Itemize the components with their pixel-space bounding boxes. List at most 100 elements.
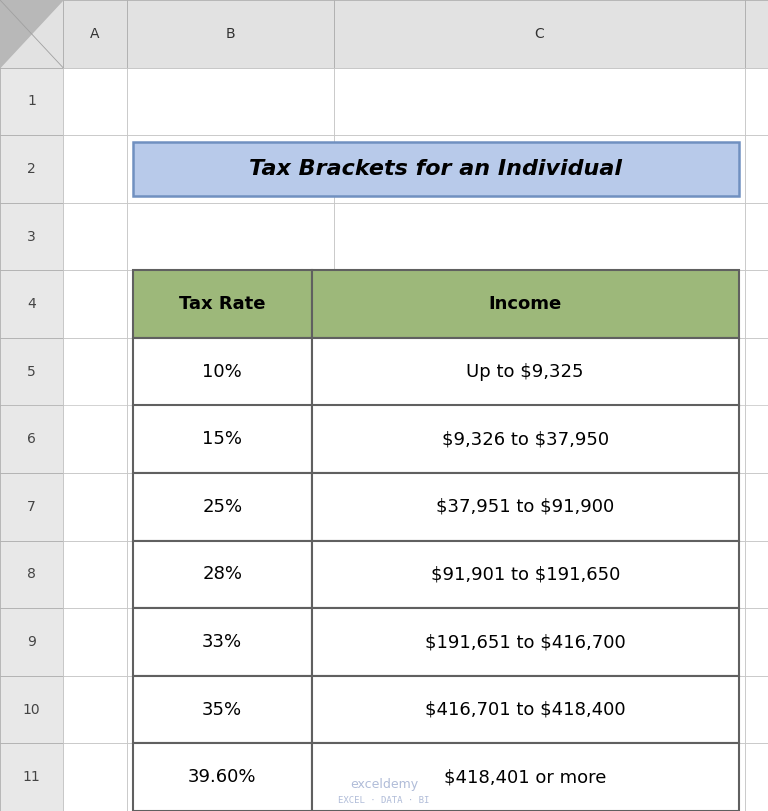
Bar	[63, 473, 127, 541]
Bar	[127, 338, 334, 406]
Bar	[745, 270, 768, 338]
Bar	[0, 473, 63, 541]
Bar	[745, 541, 768, 608]
Bar	[334, 0, 745, 67]
Bar	[312, 608, 739, 676]
Text: 9: 9	[27, 635, 36, 649]
Bar	[127, 676, 334, 744]
Bar	[334, 135, 745, 203]
Bar	[133, 406, 312, 473]
Bar	[127, 203, 334, 270]
Bar	[0, 270, 63, 338]
Bar	[312, 676, 739, 744]
Bar	[745, 0, 768, 67]
Bar	[745, 744, 768, 811]
Bar	[745, 338, 768, 406]
Bar	[0, 135, 63, 203]
Text: 1: 1	[27, 94, 36, 109]
Text: \$91,901 to \$191,650: \$91,901 to \$191,650	[431, 565, 620, 583]
Text: 3: 3	[27, 230, 36, 243]
Bar	[127, 744, 334, 811]
Text: 7: 7	[27, 500, 36, 514]
Text: 10%: 10%	[202, 363, 242, 380]
Text: 28%: 28%	[202, 565, 242, 583]
Bar	[745, 135, 768, 203]
Text: 6: 6	[27, 432, 36, 446]
Bar	[0, 608, 63, 676]
Bar	[63, 406, 127, 473]
Text: 8: 8	[27, 568, 36, 581]
Bar	[334, 338, 745, 406]
Text: \$418,401 or more: \$418,401 or more	[444, 768, 607, 786]
Bar	[63, 203, 127, 270]
Bar	[745, 608, 768, 676]
Bar	[334, 406, 745, 473]
Bar	[127, 406, 334, 473]
Bar	[334, 608, 745, 676]
Text: \$9,326 to \$37,950: \$9,326 to \$37,950	[442, 431, 609, 448]
Bar	[312, 270, 739, 338]
Bar	[0, 406, 63, 473]
Bar	[0, 744, 63, 811]
Bar	[63, 744, 127, 811]
Bar	[745, 676, 768, 744]
Text: \$37,951 to \$91,900: \$37,951 to \$91,900	[436, 498, 614, 516]
Text: 2: 2	[27, 162, 36, 176]
Text: 4: 4	[27, 297, 36, 311]
Bar	[63, 676, 127, 744]
Bar	[0, 541, 63, 608]
Bar	[745, 406, 768, 473]
Bar	[127, 270, 334, 338]
Bar	[133, 676, 312, 744]
Bar	[133, 338, 312, 406]
Polygon shape	[0, 0, 63, 67]
Bar	[127, 135, 334, 203]
Text: A: A	[90, 27, 100, 41]
Text: exceldemy: exceldemy	[350, 778, 418, 791]
Bar	[312, 541, 739, 608]
Bar	[312, 338, 739, 406]
Bar	[334, 744, 745, 811]
Bar	[745, 473, 768, 541]
Bar	[127, 541, 334, 608]
Text: Income: Income	[488, 295, 562, 313]
Text: Tax Brackets for an Individual: Tax Brackets for an Individual	[250, 159, 622, 179]
Bar	[63, 270, 127, 338]
Text: 5: 5	[27, 365, 36, 379]
Text: Tax Rate: Tax Rate	[179, 295, 266, 313]
Bar	[133, 142, 739, 196]
Bar	[334, 67, 745, 135]
Text: EXCEL · DATA · BI: EXCEL · DATA · BI	[339, 796, 429, 805]
Bar	[63, 338, 127, 406]
Bar	[334, 676, 745, 744]
Bar	[133, 608, 312, 676]
Bar	[334, 203, 745, 270]
Bar	[127, 67, 334, 135]
Bar	[312, 744, 739, 811]
Bar	[63, 0, 127, 67]
Bar	[127, 608, 334, 676]
Text: 10: 10	[23, 702, 40, 717]
Bar	[745, 67, 768, 135]
Bar	[0, 67, 63, 135]
Bar	[133, 744, 312, 811]
Bar	[63, 541, 127, 608]
Bar	[0, 203, 63, 270]
Text: 33%: 33%	[202, 633, 243, 651]
Bar	[312, 473, 739, 541]
Text: B: B	[226, 27, 235, 41]
Bar	[63, 608, 127, 676]
Bar	[0, 0, 63, 67]
Bar	[63, 67, 127, 135]
Text: C: C	[535, 27, 545, 41]
Bar	[63, 135, 127, 203]
Bar	[334, 541, 745, 608]
Text: 11: 11	[22, 770, 41, 784]
Bar	[133, 270, 312, 338]
Bar	[127, 0, 334, 67]
Text: 25%: 25%	[202, 498, 243, 516]
Text: 35%: 35%	[202, 701, 243, 719]
Text: Up to \$9,325: Up to \$9,325	[466, 363, 584, 380]
Text: \$191,651 to \$416,700: \$191,651 to \$416,700	[425, 633, 626, 651]
Bar	[0, 338, 63, 406]
